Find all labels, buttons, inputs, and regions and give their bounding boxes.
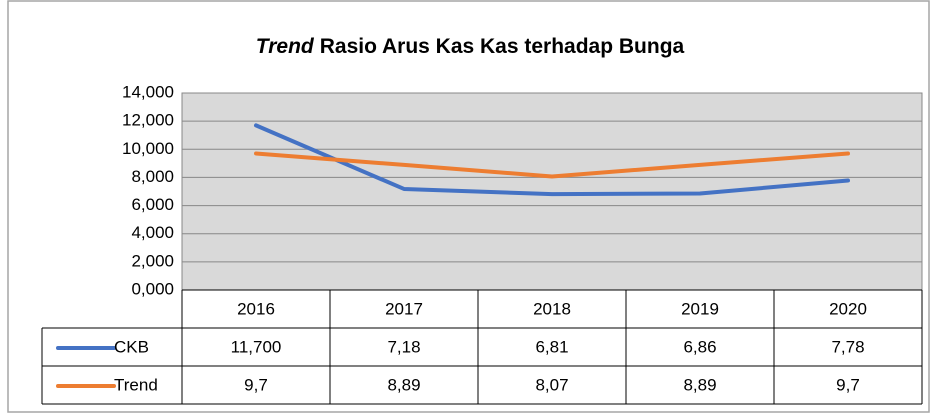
table-value: 9,7 [836,375,860,394]
table-value: 7,78 [831,337,864,356]
x-tick-label: 2020 [829,299,867,318]
y-tick-label: 12,000 [122,111,174,130]
y-tick-label: 14,000 [122,82,174,101]
table-value: 8,89 [683,375,716,394]
table-value: 6,86 [683,337,716,356]
chart-title: Trend Rasio Arus Kas Kas terhadap Bunga [256,35,685,58]
y-tick-label: 8,000 [131,167,174,186]
title-emphasis: Trend [256,35,315,58]
table-value: 8,07 [535,375,568,394]
y-tick-label: 4,000 [131,223,174,242]
table-value: 11,700 [231,337,282,356]
table-value: 7,18 [387,337,420,356]
legend-label: CKB [114,337,149,356]
x-tick-label: 2018 [533,299,571,318]
title-rest: Rasio Arus Kas Kas terhadap Bunga [320,35,685,58]
x-tick-label: 2019 [681,299,719,318]
series-line [254,151,850,179]
x-tick-label: 2017 [385,299,423,318]
table-value: 6,81 [535,337,568,356]
legend-label: Trend [114,375,158,394]
y-tick-label: 10,000 [122,139,174,158]
series-line [254,123,850,197]
y-tick-label: 6,000 [131,195,174,214]
plot-area [181,92,923,291]
y-tick-label: 2,000 [131,251,174,270]
table-value: 9,7 [244,375,268,394]
y-tick-label: 0,000 [131,279,174,298]
table-value: 8,89 [387,375,420,394]
x-tick-label: 2016 [237,299,275,318]
